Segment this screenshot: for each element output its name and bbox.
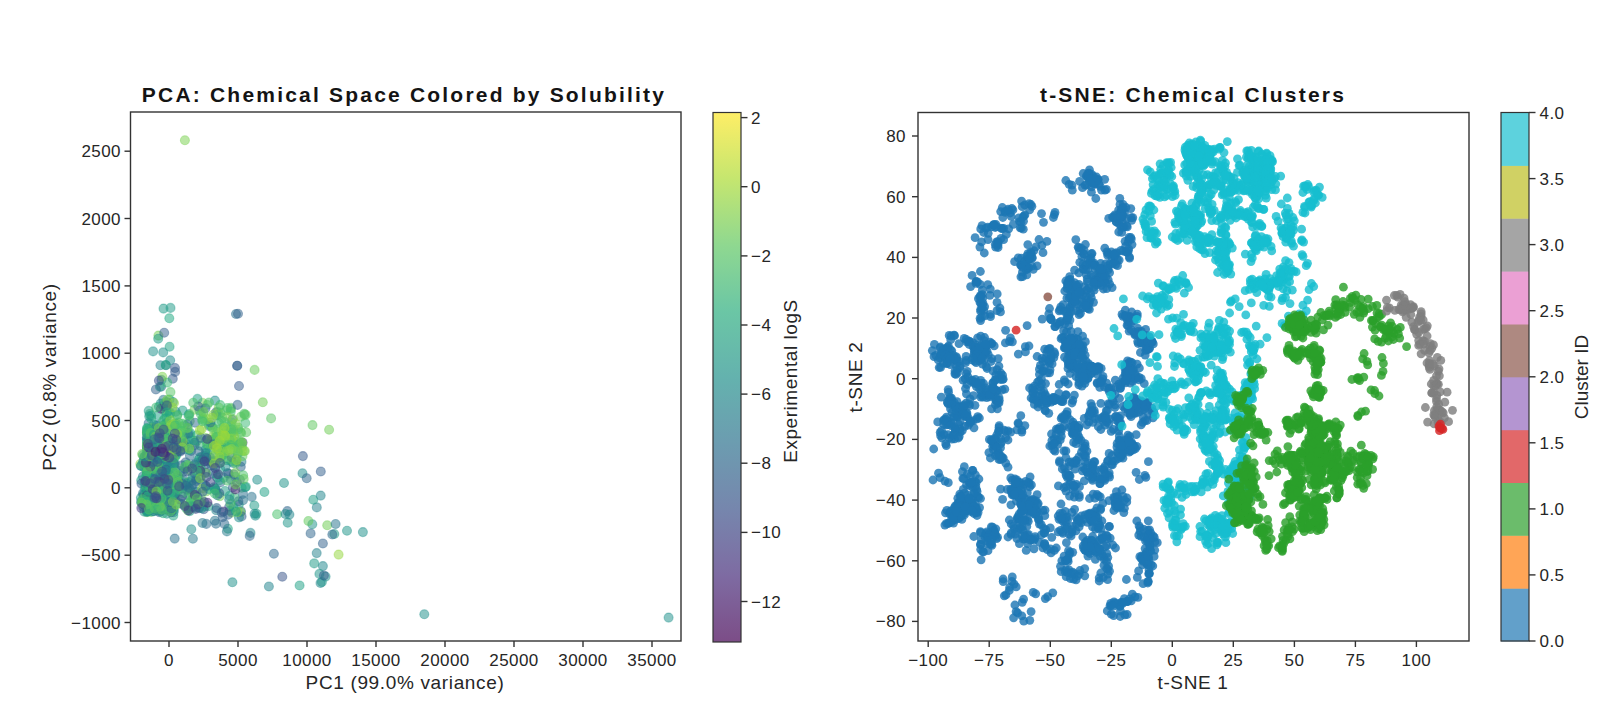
svg-text:0: 0 bbox=[751, 178, 761, 197]
svg-text:t-SNE: Chemical Clusters: t-SNE: Chemical Clusters bbox=[1040, 83, 1346, 106]
svg-text:−100: −100 bbox=[908, 651, 948, 670]
svg-text:1500: 1500 bbox=[81, 277, 121, 296]
svg-text:2.5: 2.5 bbox=[1540, 302, 1565, 321]
svg-text:25000: 25000 bbox=[489, 651, 539, 670]
svg-text:−25: −25 bbox=[1096, 651, 1126, 670]
svg-text:0: 0 bbox=[896, 370, 906, 389]
svg-text:−40: −40 bbox=[876, 491, 906, 510]
svg-text:PC1 (99.0% variance): PC1 (99.0% variance) bbox=[306, 672, 505, 693]
svg-text:0: 0 bbox=[164, 651, 174, 670]
svg-text:−8: −8 bbox=[751, 454, 771, 473]
svg-text:0.0: 0.0 bbox=[1540, 632, 1565, 651]
svg-text:0: 0 bbox=[1167, 651, 1177, 670]
svg-text:25: 25 bbox=[1223, 651, 1243, 670]
svg-text:500: 500 bbox=[91, 412, 121, 431]
svg-text:t-SNE 2: t-SNE 2 bbox=[845, 341, 866, 412]
svg-text:50: 50 bbox=[1284, 651, 1304, 670]
svg-text:5000: 5000 bbox=[218, 651, 258, 670]
svg-text:1.0: 1.0 bbox=[1540, 500, 1565, 519]
svg-text:1000: 1000 bbox=[81, 344, 121, 363]
svg-text:15000: 15000 bbox=[351, 651, 401, 670]
svg-text:−1000: −1000 bbox=[71, 614, 121, 633]
svg-text:80: 80 bbox=[886, 127, 906, 146]
svg-text:PCA: Chemical Space Colored by: PCA: Chemical Space Colored by Solubilit… bbox=[142, 83, 666, 106]
svg-text:Experimental logS: Experimental logS bbox=[780, 299, 801, 463]
svg-text:3.0: 3.0 bbox=[1540, 236, 1565, 255]
svg-text:−50: −50 bbox=[1035, 651, 1065, 670]
svg-text:t-SNE 1: t-SNE 1 bbox=[1157, 672, 1228, 693]
svg-text:−10: −10 bbox=[751, 523, 781, 542]
svg-text:−80: −80 bbox=[876, 612, 906, 631]
svg-text:−2: −2 bbox=[751, 247, 771, 266]
svg-text:20000: 20000 bbox=[420, 651, 470, 670]
svg-text:−20: −20 bbox=[876, 430, 906, 449]
svg-text:−75: −75 bbox=[974, 651, 1004, 670]
svg-text:4.0: 4.0 bbox=[1540, 104, 1565, 123]
svg-text:35000: 35000 bbox=[627, 651, 677, 670]
svg-text:10000: 10000 bbox=[282, 651, 332, 670]
svg-text:3.5: 3.5 bbox=[1540, 170, 1565, 189]
svg-text:Cluster ID: Cluster ID bbox=[1571, 335, 1592, 419]
svg-text:−6: −6 bbox=[751, 385, 771, 404]
svg-text:0.5: 0.5 bbox=[1540, 566, 1565, 585]
svg-text:1.5: 1.5 bbox=[1540, 434, 1565, 453]
svg-text:75: 75 bbox=[1345, 651, 1365, 670]
svg-text:−60: −60 bbox=[876, 552, 906, 571]
svg-text:60: 60 bbox=[886, 188, 906, 207]
svg-text:PC2 (0.8% variance): PC2 (0.8% variance) bbox=[39, 283, 60, 471]
svg-text:100: 100 bbox=[1402, 651, 1432, 670]
svg-text:2.0: 2.0 bbox=[1540, 368, 1565, 387]
svg-text:−12: −12 bbox=[751, 593, 781, 612]
svg-text:0: 0 bbox=[111, 479, 121, 498]
svg-text:40: 40 bbox=[886, 248, 906, 267]
svg-text:−500: −500 bbox=[81, 546, 121, 565]
svg-text:2: 2 bbox=[751, 109, 761, 128]
svg-text:−4: −4 bbox=[751, 316, 771, 335]
svg-text:20: 20 bbox=[886, 309, 906, 328]
svg-text:2500: 2500 bbox=[81, 142, 121, 161]
svg-text:2000: 2000 bbox=[81, 210, 121, 229]
svg-text:30000: 30000 bbox=[558, 651, 608, 670]
